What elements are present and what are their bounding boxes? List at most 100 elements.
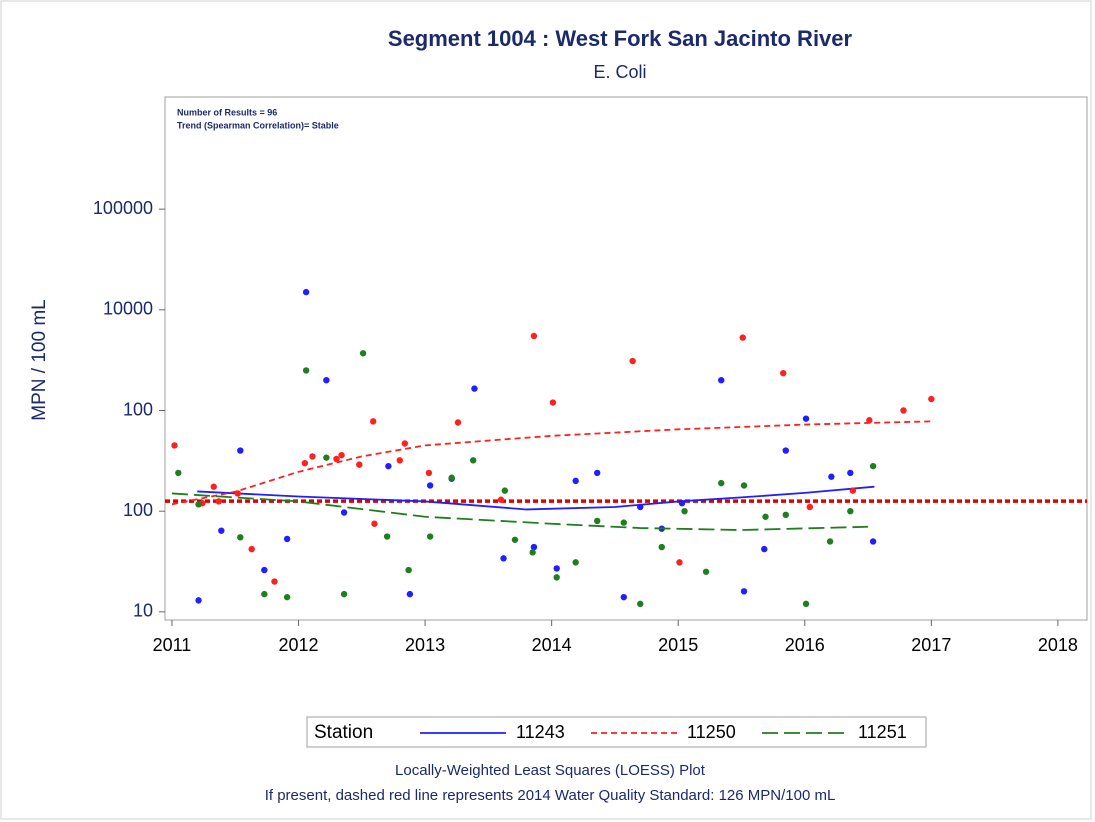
data-point	[594, 517, 601, 525]
data-point	[448, 474, 455, 481]
data-point	[171, 442, 178, 449]
data-point	[802, 600, 810, 608]
plot-frame	[164, 96, 1088, 621]
data-point	[359, 350, 367, 357]
data-point	[261, 566, 268, 574]
data-point	[237, 534, 244, 541]
data-point	[530, 332, 538, 340]
data-point	[594, 469, 601, 477]
legend-box	[306, 716, 927, 748]
data-point	[401, 440, 409, 447]
data-point	[426, 533, 434, 540]
data-point	[323, 454, 330, 461]
data-point	[237, 447, 244, 454]
data-point	[469, 457, 477, 464]
data-point	[426, 482, 434, 489]
data-point	[175, 469, 182, 477]
loess-line	[197, 485, 875, 511]
annotation: Number of Results = 96	[177, 107, 277, 117]
data-point	[866, 417, 873, 424]
data-point	[323, 376, 330, 384]
data-point	[826, 538, 834, 545]
legend-label: 11250	[687, 722, 736, 742]
data-point	[761, 545, 768, 553]
x-tick-label: 2015	[658, 635, 698, 655]
data-point	[371, 520, 378, 527]
data-point	[847, 469, 854, 477]
data-point	[620, 593, 627, 601]
data-point	[806, 503, 814, 511]
data-point	[383, 533, 391, 540]
x-tick-label: 2017	[911, 635, 951, 655]
data-point	[454, 419, 462, 426]
data-point	[739, 334, 746, 341]
data-point	[218, 527, 225, 534]
data-point	[210, 483, 217, 490]
data-point	[497, 496, 505, 503]
data-point	[333, 455, 340, 463]
data-point	[676, 559, 683, 566]
data-point	[309, 453, 316, 460]
data-point	[847, 507, 854, 515]
data-point	[302, 367, 310, 374]
x-tick-label: 2013	[405, 635, 445, 655]
y-axis-label: MPN / 100 mL	[29, 299, 50, 420]
data-point	[283, 593, 291, 601]
data-point	[869, 462, 877, 470]
data-point	[928, 395, 935, 403]
data-point	[261, 590, 268, 598]
y-tick-label: 10	[133, 601, 153, 621]
data-point	[283, 535, 291, 543]
x-tick-label: 2018	[1038, 635, 1078, 655]
legend-label: 11243	[516, 722, 565, 742]
y-tick-label: 10000	[103, 299, 153, 319]
data-point	[234, 490, 241, 497]
data-point	[637, 503, 644, 511]
data-point	[549, 399, 557, 406]
x-tick-label: 2014	[532, 635, 572, 655]
x-tick-label: 2012	[278, 635, 318, 655]
data-point	[338, 451, 345, 459]
data-point	[500, 555, 507, 562]
data-point	[849, 487, 857, 494]
data-point	[530, 543, 538, 551]
data-point	[471, 385, 478, 392]
data-point	[553, 565, 560, 572]
x-tick-label: 2011	[153, 635, 192, 655]
data-point	[780, 369, 787, 377]
data-point	[385, 462, 392, 470]
data-point	[511, 536, 519, 543]
data-point	[369, 418, 377, 425]
data-point	[678, 500, 686, 507]
legend-label: 11251	[858, 722, 907, 742]
data-point	[553, 574, 560, 581]
data-point	[658, 543, 665, 551]
legend-title: Station	[314, 722, 373, 743]
y-tick-label: 100000	[93, 198, 153, 218]
footnote: Locally-Weighted Least Squares (LOESS) P…	[395, 762, 706, 779]
data-point	[356, 461, 363, 468]
data-point	[869, 538, 877, 545]
data-point	[302, 288, 310, 296]
data-point	[396, 457, 403, 464]
y-tick-label: 100	[123, 500, 153, 520]
data-point	[248, 545, 255, 553]
data-point	[340, 509, 348, 516]
loess-line	[171, 492, 869, 531]
data-point	[740, 588, 748, 595]
data-point	[195, 501, 202, 508]
data-point	[702, 568, 710, 575]
data-point	[637, 600, 644, 608]
data-point	[406, 590, 414, 598]
data-point	[340, 590, 348, 598]
chart-title: Segment 1004 : West Fork San Jacinto Riv…	[388, 26, 853, 51]
data-point	[405, 566, 412, 574]
data-point	[572, 559, 579, 566]
data-point	[681, 507, 688, 515]
data-point	[529, 549, 536, 556]
data-point	[802, 415, 810, 422]
y-tick-label: 100	[123, 399, 153, 419]
data-point	[762, 513, 769, 520]
